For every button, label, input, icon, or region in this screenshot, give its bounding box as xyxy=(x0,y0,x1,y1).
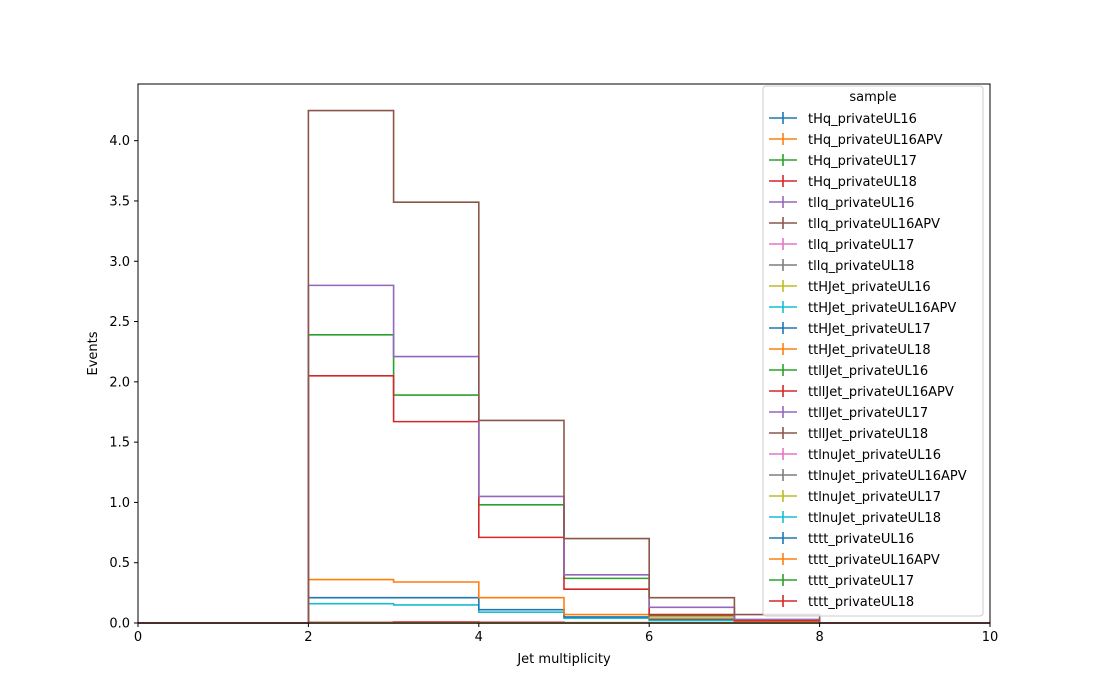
legend-item: ttlnuJet_privateUL18 xyxy=(769,511,941,526)
legend-label: ttHJet_privateUL16 xyxy=(808,280,931,295)
legend-item: ttlnuJet_privateUL16 xyxy=(769,448,941,463)
x-tick-label: 8 xyxy=(815,630,823,645)
legend-label: tHq_privateUL16APV xyxy=(808,133,943,148)
legend-item: ttlnuJet_privateUL16APV xyxy=(769,469,967,484)
legend-item: tllq_privateUL18 xyxy=(769,259,914,274)
x-axis-ticks: 0 2 4 6 8 10 xyxy=(134,623,998,645)
legend-item: tHq_privateUL18 xyxy=(769,175,917,190)
legend-items: tHq_privateUL16 tHq_privateUL16APV tHq_pri… xyxy=(769,112,967,610)
legend-label: tHq_privateUL17 xyxy=(808,154,917,169)
legend-item: tHq_privateUL16 xyxy=(769,112,917,127)
legend-box xyxy=(762,85,984,617)
legend-label: ttHJet_privateUL17 xyxy=(808,322,931,337)
legend-label: tttt_privateUL18 xyxy=(808,595,914,610)
legend-label: ttlnuJet_privateUL16APV xyxy=(808,469,967,484)
x-tick-label: 2 xyxy=(304,630,312,645)
legend-label: ttllJet_privateUL16 xyxy=(808,364,928,379)
y-tick-label: 2.0 xyxy=(109,375,130,390)
legend-title: sample xyxy=(849,90,896,105)
legend-label: tHq_privateUL18 xyxy=(808,175,917,190)
x-tick-label: 10 xyxy=(982,630,999,645)
legend-label: ttllJet_privateUL17 xyxy=(808,406,928,421)
y-axis-label: Events xyxy=(86,331,101,375)
y-tick-label: 3.0 xyxy=(109,255,130,270)
legend-label: ttHJet_privateUL18 xyxy=(808,343,931,358)
legend-item: tttt_privateUL16 xyxy=(769,532,914,547)
legend-label: tttt_privateUL16 xyxy=(808,532,914,547)
y-tick-label: 4.0 xyxy=(109,134,130,149)
legend-item: tHq_privateUL16APV xyxy=(769,133,943,148)
legend-item: tHq_privateUL17 xyxy=(769,154,917,169)
axes-frame xyxy=(137,83,991,624)
y-tick-label: 0.5 xyxy=(109,556,130,571)
legend-item: ttHJet_privateUL17 xyxy=(769,322,931,337)
legend-item: ttHJet_privateUL16 xyxy=(769,280,931,295)
legend-item: tllq_privateUL16APV xyxy=(769,217,940,232)
legend-label: tllq_privateUL18 xyxy=(808,259,914,274)
legend-label: ttHJet_privateUL16APV xyxy=(808,301,956,316)
legend-label: tHq_privateUL16 xyxy=(808,112,917,127)
x-tick-label: 4 xyxy=(475,630,483,645)
legend-item: ttllJet_privateUL16APV xyxy=(769,385,954,400)
legend-label: ttlnuJet_privateUL17 xyxy=(808,490,941,505)
legend-item: tllq_privateUL17 xyxy=(769,238,914,253)
y-tick-label: 1.0 xyxy=(109,496,130,511)
y-tick-label: 0.0 xyxy=(109,617,130,632)
x-axis-label: Jet multiplicity xyxy=(516,652,611,667)
legend: sample tHq_privateUL16 tHq_privateUL16APV… xyxy=(762,85,984,617)
legend-item: ttlnuJet_privateUL17 xyxy=(769,490,941,505)
legend-label: tllq_privateUL17 xyxy=(808,238,914,253)
y-axis-ticks: 0.0 0.5 1.0 1.5 2.0 2.5 3.0 3.5 4.0 xyxy=(109,134,138,632)
legend-item: ttllJet_privateUL17 xyxy=(769,406,928,421)
legend-item: tllq_privateUL16 xyxy=(769,196,914,211)
legend-item: tttt_privateUL16APV xyxy=(769,553,940,568)
y-tick-label: 3.5 xyxy=(109,194,130,209)
legend-item: ttHJet_privateUL16APV xyxy=(769,301,956,316)
legend-label: tllq_privateUL16 xyxy=(808,196,914,211)
legend-label: ttlnuJet_privateUL18 xyxy=(808,511,941,526)
legend-item: ttllJet_privateUL18 xyxy=(769,427,928,442)
legend-label: tllq_privateUL16APV xyxy=(808,217,940,232)
legend-item: ttHJet_privateUL18 xyxy=(769,343,931,358)
x-tick-label: 6 xyxy=(645,630,653,645)
legend-label: tttt_privateUL16APV xyxy=(808,553,940,568)
legend-label: ttlnuJet_privateUL16 xyxy=(808,448,941,463)
x-tick-label: 0 xyxy=(134,630,142,645)
y-tick-label: 2.5 xyxy=(109,315,130,330)
legend-label: tttt_privateUL17 xyxy=(808,574,914,589)
legend-item: ttllJet_privateUL16 xyxy=(769,364,928,379)
legend-label: ttllJet_privateUL18 xyxy=(808,427,928,442)
legend-label: ttllJet_privateUL16APV xyxy=(808,385,954,400)
y-tick-label: 1.5 xyxy=(109,436,130,451)
legend-item: tttt_privateUL18 xyxy=(769,595,914,610)
legend-item: tttt_privateUL17 xyxy=(769,574,914,589)
